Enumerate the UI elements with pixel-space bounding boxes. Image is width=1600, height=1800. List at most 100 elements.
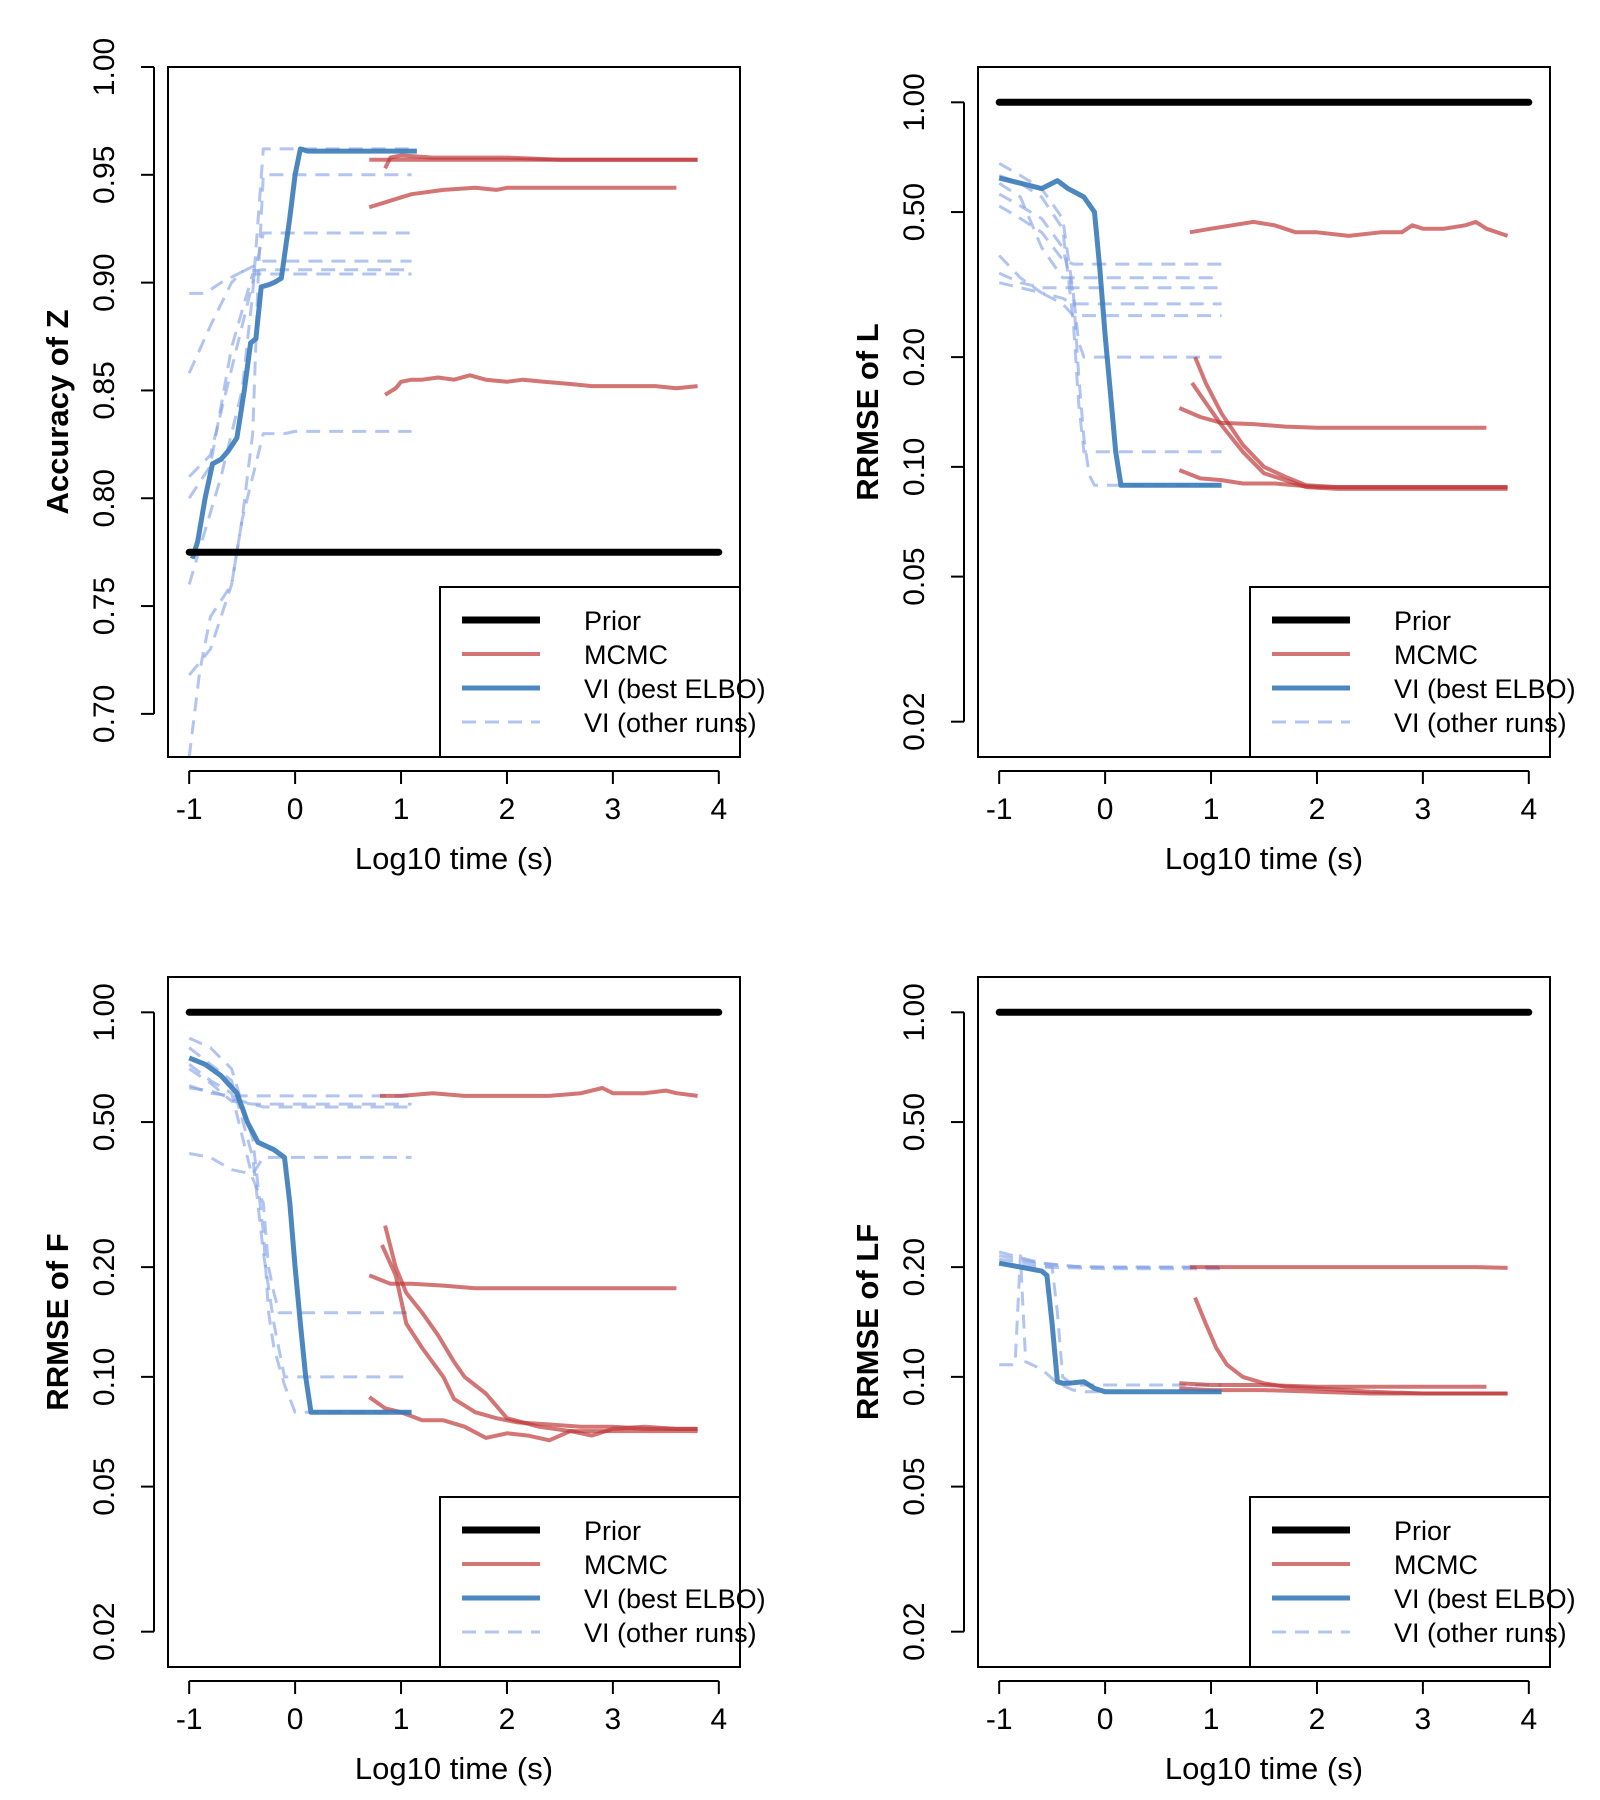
x-tick-label: 0 xyxy=(287,793,304,826)
series-line-vi_other xyxy=(998,204,1222,266)
series-line-vi_other xyxy=(188,1036,412,1414)
series-line-mcmc xyxy=(1189,219,1509,238)
series-line-mcmc xyxy=(383,153,698,170)
y-tick-label: 0.02 xyxy=(898,692,931,750)
series-line-vi_best xyxy=(190,146,417,560)
y-axis-label: RRMSE of L xyxy=(850,323,885,500)
legend-label-mcmc: MCMC xyxy=(584,1550,668,1580)
legend-box xyxy=(439,586,741,758)
x-axis-label: Log10 time (s) xyxy=(355,841,553,876)
legend-label-vi_other: VI (other runs) xyxy=(1394,1618,1567,1648)
x-tick-label: 4 xyxy=(1520,793,1537,826)
legend-label-vi_best: VI (best ELBO) xyxy=(1394,674,1576,704)
series-line-vi_best xyxy=(998,175,1222,488)
series-line-vi_other xyxy=(998,254,1222,306)
series-line-mcmc xyxy=(1179,1381,1487,1389)
series-line-vi_other xyxy=(188,1084,412,1098)
series-line-vi_other xyxy=(999,1254,1106,1394)
series-line-mcmc xyxy=(368,1395,698,1443)
x-tick-label: 0 xyxy=(1097,1703,1114,1736)
x-tick-label: 3 xyxy=(605,793,622,826)
x-tick-label: -1 xyxy=(176,1703,203,1736)
x-tick-label: 2 xyxy=(1309,1703,1326,1736)
legend-label-mcmc: MCMC xyxy=(1394,1550,1478,1580)
y-axis-label: RRMSE of LF xyxy=(850,1224,885,1420)
series-line-vi_other xyxy=(188,1152,412,1176)
x-tick-label: 3 xyxy=(605,1703,622,1736)
x-tick-label: 1 xyxy=(393,1703,410,1736)
y-tick-label: 0.10 xyxy=(88,1348,121,1406)
legend-label-vi_best: VI (best ELBO) xyxy=(1394,1584,1576,1614)
y-tick-label: 0.05 xyxy=(898,547,931,605)
y-tick-label: 0.50 xyxy=(898,183,931,241)
x-tick-label: -1 xyxy=(986,793,1013,826)
series-line-vi_other xyxy=(188,429,412,677)
series-line-vi_other xyxy=(998,162,1222,487)
x-axis-label: Log10 time (s) xyxy=(1165,841,1363,876)
legend-label-vi_other: VI (other runs) xyxy=(584,1618,757,1648)
series-line-vi_best xyxy=(998,1260,1222,1395)
y-tick-label: 0.20 xyxy=(88,1238,121,1296)
y-tick-label: 0.05 xyxy=(88,1457,121,1515)
legend-label-vi_other: VI (other runs) xyxy=(584,708,757,738)
series-line-vi_other xyxy=(999,1257,1222,1387)
series-group xyxy=(995,98,1533,491)
x-tick-label: 0 xyxy=(1097,793,1114,826)
series-line-vi_other xyxy=(998,1250,1222,1269)
series-group xyxy=(185,1008,723,1443)
legend-label-vi_other: VI (other runs) xyxy=(1394,708,1567,738)
x-axis-label: Log10 time (s) xyxy=(355,1751,553,1786)
series-line-vi_other xyxy=(998,192,1222,359)
y-tick-label: 0.20 xyxy=(898,1238,931,1296)
series-group xyxy=(185,146,723,757)
series-line-mcmc xyxy=(368,1273,677,1291)
y-axis-label: RRMSE of F xyxy=(40,1233,75,1410)
y-tick-label: 0.50 xyxy=(898,1093,931,1151)
y-axis-label: Accuracy of Z xyxy=(40,309,75,514)
y-tick-label: 0.95 xyxy=(88,146,121,204)
series-line-mcmc xyxy=(379,1086,698,1098)
series-line-vi_other xyxy=(187,259,412,374)
series-line-vi_best xyxy=(188,1055,412,1415)
x-tick-label: 1 xyxy=(1203,1703,1220,1736)
x-tick-label: 0 xyxy=(287,1703,304,1736)
legend-label-mcmc: MCMC xyxy=(1394,640,1478,670)
legend: Prior MCMC VI (best ELBO) VI (other runs) xyxy=(439,586,766,758)
legend-label-prior: Prior xyxy=(1394,1516,1451,1546)
y-tick-label: 1.00 xyxy=(88,38,121,96)
series-line-mcmc xyxy=(1189,1265,1508,1270)
series-line-vi_other xyxy=(188,1046,412,1379)
y-tick-label: 0.75 xyxy=(88,577,121,635)
y-tick-label: 0.70 xyxy=(88,685,121,743)
x-tick-label: 4 xyxy=(1520,1703,1537,1736)
series-line-vi_other xyxy=(187,173,412,757)
legend-box xyxy=(439,1496,741,1668)
x-tick-label: 1 xyxy=(1203,793,1220,826)
series-line-vi_other xyxy=(998,271,1222,290)
series-line-mcmc xyxy=(1190,381,1508,491)
series-line-mcmc xyxy=(368,185,677,210)
y-tick-label: 0.50 xyxy=(88,1093,121,1151)
y-tick-label: 1.00 xyxy=(898,983,931,1041)
y-tick-label: 0.90 xyxy=(88,253,121,311)
y-tick-label: 1.00 xyxy=(88,983,121,1041)
x-tick-label: 1 xyxy=(393,793,410,826)
series-line-vi_other xyxy=(187,272,412,500)
y-tick-label: 0.02 xyxy=(898,1602,931,1660)
legend-box xyxy=(1249,1496,1551,1668)
series-line-mcmc xyxy=(383,1225,698,1434)
series-line-vi_other xyxy=(189,268,412,295)
y-tick-label: 0.02 xyxy=(88,1602,121,1660)
legend: Prior MCMC VI (best ELBO) VI (other runs) xyxy=(1249,586,1576,758)
legend-box xyxy=(1249,586,1551,758)
x-tick-label: 2 xyxy=(499,1703,516,1736)
series-line-vi_other xyxy=(187,147,412,585)
x-tick-label: -1 xyxy=(986,1703,1013,1736)
legend: Prior MCMC VI (best ELBO) VI (other runs) xyxy=(1249,1496,1576,1668)
y-tick-label: 0.10 xyxy=(898,438,931,496)
panel-rrmse_lf: -1 0 1 2 3 4 Log10 time (s) 0.02 0.05 0.10 0.20 0.5… xyxy=(850,976,1576,1786)
y-tick-label: 0.05 xyxy=(898,1457,931,1515)
series-line-vi_other xyxy=(188,1063,412,1315)
y-tick-label: 0.80 xyxy=(88,469,121,527)
